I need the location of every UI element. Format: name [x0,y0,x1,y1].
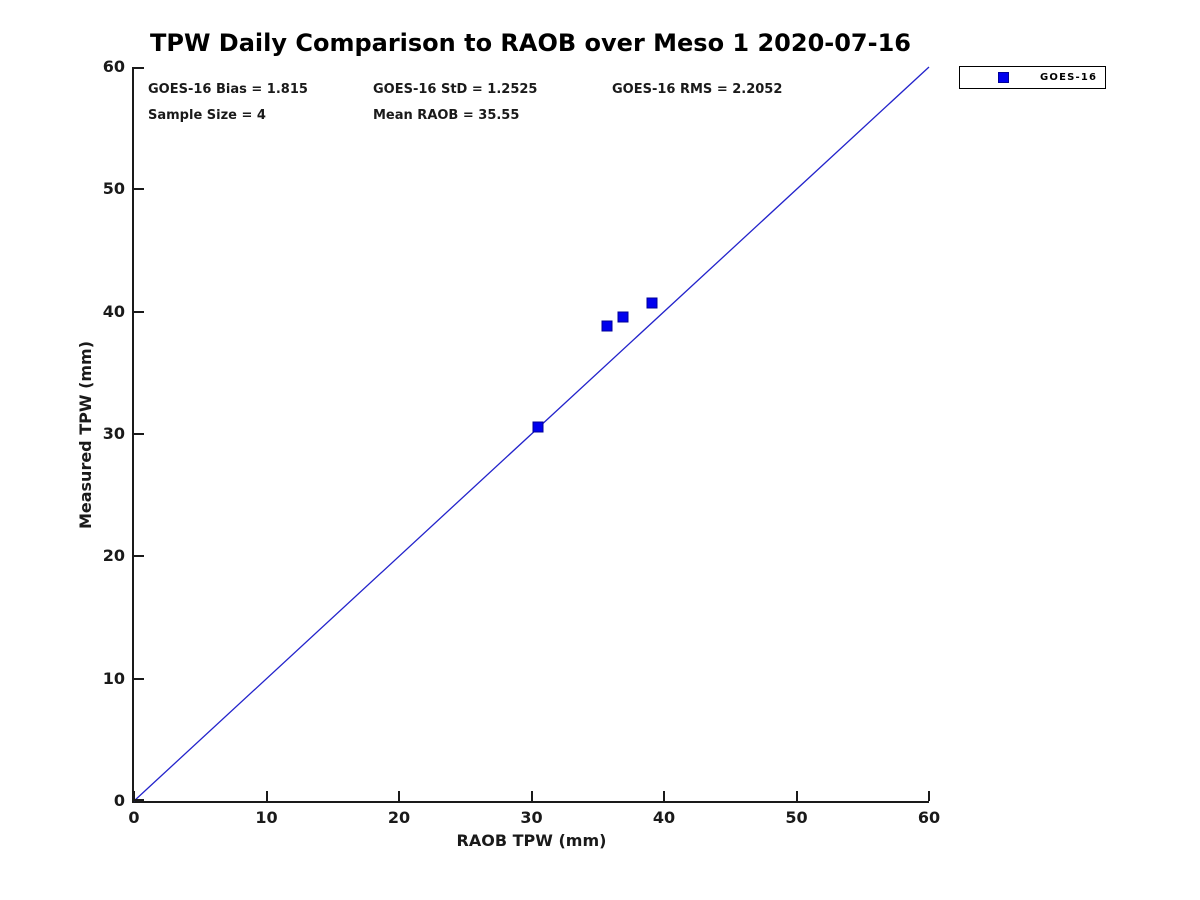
legend-marker-square-icon [998,72,1009,83]
data-point-marker [532,421,544,433]
legend: GOES-16 [959,66,1106,89]
identity-line [133,66,930,802]
reference-line-layer [133,66,930,802]
x-tick-mark [133,791,135,801]
x-tick-mark [663,791,665,801]
y-axis-label: Measured TPW (mm) [76,340,95,530]
chart-title: TPW Daily Comparison to RAOB over Meso 1… [149,29,911,57]
x-tick-mark [530,791,533,801]
y-tick-mark [134,67,144,69]
y-tick-label: 10 [102,668,125,688]
x-tick-label: 10 [255,808,278,827]
y-tick-label: 0 [113,791,125,810]
x-tick-mark [795,791,798,801]
x-axis-label: RAOB TPW (mm) [456,831,607,850]
x-tick-label: 40 [652,808,676,827]
stat-std: GOES-16 StD = 1.2525 [373,82,538,97]
x-tick-mark [928,791,930,801]
y-tick-label: 40 [102,301,125,321]
y-tick-mark [134,799,144,801]
data-point-marker [617,311,629,323]
stat-mean-raob: Mean RAOB = 35.55 [373,108,520,123]
stat-sample-size: Sample Size = 4 [148,108,266,123]
y-tick-label: 20 [102,546,125,566]
stat-bias: GOES-16 Bias = 1.815 [148,82,308,97]
data-point-marker [646,297,658,309]
y-tick-mark [134,310,144,313]
x-tick-label: 30 [520,808,543,827]
plot-area: RAOB TPW (mm) Measured TPW (mm) 0 10 20 30 4… [76,59,940,849]
stat-rms: GOES-16 RMS = 2.2052 [612,82,783,97]
y-tick-mark [134,555,144,558]
x-tick-mark [398,791,400,801]
legend-series-label: GOES-16 [1040,72,1098,83]
x-tick-mark [265,791,268,801]
x-tick-label: 0 [128,808,140,827]
y-tick-mark [134,433,144,435]
x-tick-label: 60 [917,808,941,827]
x-tick-label: 20 [387,808,411,827]
y-tick-mark [134,677,144,680]
y-tick-label: 50 [102,179,125,199]
y-tick-label: 60 [102,57,125,76]
y-tick-label: 30 [102,424,125,443]
x-tick-label: 50 [785,808,808,827]
data-point-marker [601,320,613,332]
y-tick-mark [134,188,144,191]
